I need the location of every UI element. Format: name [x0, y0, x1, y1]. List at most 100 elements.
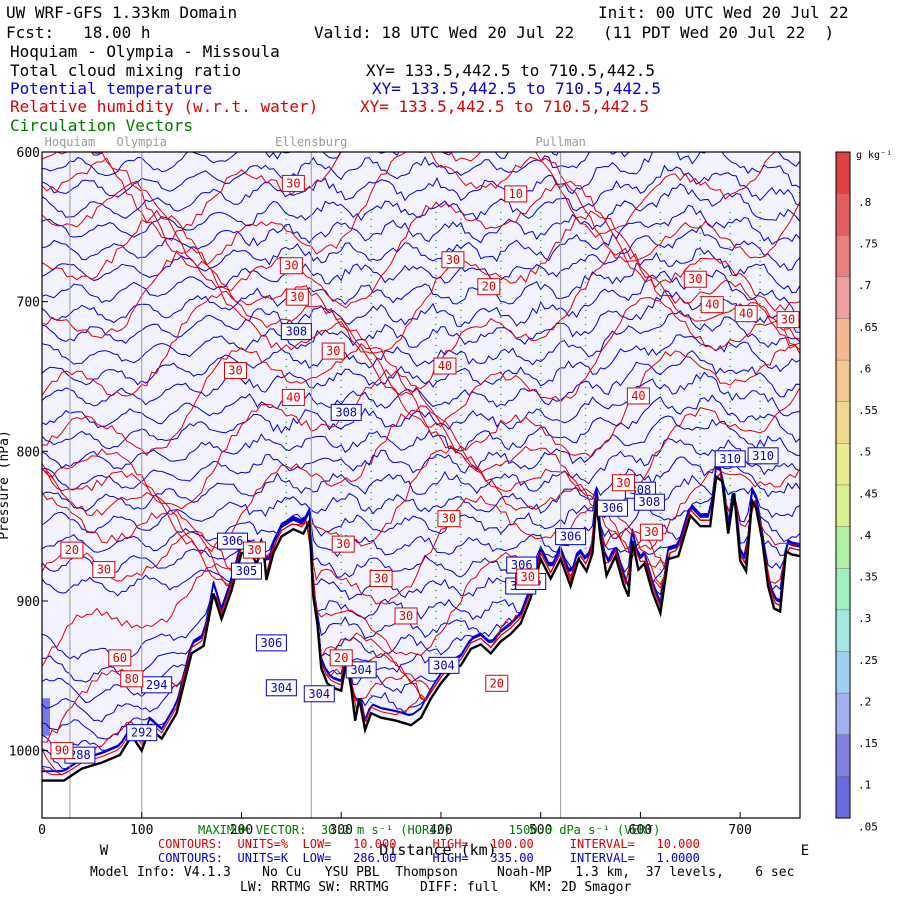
theta-contour-label-text: 306: [602, 501, 624, 515]
x-tick-label: 500: [529, 823, 552, 838]
rh-contour-label-text: 30: [326, 344, 340, 358]
colorbar-tick-label: .8: [858, 196, 871, 209]
x-tick-label: 700: [728, 823, 751, 838]
rh-contour-label-text: 30: [228, 364, 242, 378]
x-tick-label: 400: [429, 823, 452, 838]
y-tick-label: 800: [17, 445, 40, 460]
x-axis-title: Distance (km): [379, 841, 496, 859]
rh-contour-label-text: 40: [438, 359, 452, 373]
rh-contour-label-text: 40: [286, 390, 300, 404]
rh-contour-label: 40: [626, 387, 650, 405]
field-rh-xy: XY= 133.5,442.5 to 710.5,442.5: [360, 97, 649, 116]
rh-contour-label: 30: [281, 174, 305, 192]
model-info: Model Info: V4.1.3 No Cu YSU PBL Thompso…: [90, 865, 795, 880]
colorbar-tick-label: .7: [858, 279, 871, 292]
theta-contour-label-text: 308: [285, 325, 307, 339]
field-circulation-vectors: Circulation Vectors: [10, 116, 194, 135]
y-tick-label: 700: [17, 296, 40, 311]
atmosphere-fill: [42, 152, 800, 781]
rh-contour-label-text: 30: [97, 563, 111, 577]
rh-contour-label-text: 60: [113, 651, 127, 665]
place-label: Ellensburg: [275, 135, 347, 149]
init-time: Init: 00 UTC Wed 20 Jul 22: [598, 3, 849, 22]
theta-isoline: [42, 334, 800, 407]
rh-contour-label-text: 30: [399, 609, 413, 623]
y-axis-title: Pressure (hPa): [0, 430, 12, 540]
rh-contour-label-text: 30: [442, 512, 456, 526]
theta-contour-label: 292: [126, 724, 158, 742]
theta-isoline: [42, 152, 800, 198]
colorbar-tick-label: .1: [858, 779, 871, 792]
rh-contour-label-text: 30: [290, 290, 304, 304]
rh-contour-label-text: 90: [55, 744, 69, 758]
theta-contour-label-text: 306: [222, 534, 244, 548]
theta-contour-label-text: 305: [236, 564, 258, 578]
theta-contour-label-text: 294: [146, 678, 168, 692]
theta-contour-label-text: 304: [271, 681, 293, 695]
west-label: W: [100, 843, 109, 859]
colorbar-segment: [835, 318, 851, 361]
rh-contour-label-text: 40: [705, 298, 719, 312]
max-vector-text: MAXIMUM VECTOR: 30.2 m s⁻¹ (HORIZ) 1500.…: [198, 823, 661, 837]
rh-contour-label: 30: [321, 342, 345, 360]
colorbar-segment: [835, 151, 851, 194]
place-label: Pullman: [535, 135, 586, 149]
x-tick-label: 100: [130, 823, 153, 838]
rh-contour-label: 30: [369, 570, 393, 588]
rh-contour-label: 20: [477, 278, 501, 296]
rh-contour-label: 30: [223, 362, 247, 380]
field-potential-temp: Potential temperature: [10, 79, 213, 98]
theta-contour-label-text: 308: [335, 405, 357, 419]
colorbar-tick-label: .65: [858, 321, 878, 334]
rh-contour-label: 30: [611, 474, 635, 492]
theta-contour-label: 306: [555, 528, 587, 546]
theta-contour-label-text: 310: [719, 452, 741, 466]
rh-isoline: [42, 209, 800, 354]
colorbar-tick-label: .15: [858, 737, 878, 750]
rh-contour-label-text: 30: [520, 570, 534, 584]
rh-isoline: [42, 246, 800, 397]
rh-contour-label: 30: [394, 607, 418, 625]
theta-isoline: [42, 204, 800, 282]
rh-contour-label-text: 30: [374, 572, 388, 586]
rh-contour-info: CONTOURS: UNITS=% LOW= 10.000 HIGH= 100.…: [158, 837, 700, 851]
rh-contour-label: 30: [242, 541, 266, 559]
colorbar-tick-label: .4: [858, 529, 872, 542]
plot-frame: [41, 151, 801, 819]
theta-contour-label: 305: [230, 562, 262, 580]
rh-contour-label: 30: [437, 510, 461, 528]
rh-contour-label-text: 20: [482, 280, 496, 294]
rh-isoline: [42, 368, 800, 510]
theta-contour-label-text: 304: [350, 663, 372, 677]
y-tick-label: 1000: [9, 745, 40, 760]
theta-isoline: [42, 462, 800, 553]
theta-contour-label-text: 306: [261, 636, 283, 650]
rh-contour-label: 30: [639, 523, 663, 541]
theta-contour-label: 306: [255, 634, 287, 652]
theta-isoline: [42, 394, 800, 470]
theta-isoline: [42, 152, 559, 177]
rh-isoline: [42, 292, 800, 428]
rh-contour-label: 30: [279, 257, 303, 275]
rh-contour-label-text: 30: [336, 537, 350, 551]
colorbar-tick-label: .25: [858, 654, 878, 667]
theta-isoline: [42, 224, 800, 304]
colorbar-segment: [835, 484, 851, 527]
cloud-mixing-patch: [42, 698, 50, 736]
rh-contour-label: 40: [734, 305, 758, 323]
theta-contour-label-text: 308: [639, 495, 661, 509]
rh-isoline: [42, 405, 800, 555]
rh-isoline: [42, 342, 800, 458]
colorbar-segment: [835, 401, 851, 444]
theta-contour-label: 304: [345, 661, 377, 679]
colorbar-tick-label: .35: [858, 571, 878, 584]
theta-contour-label: 306: [216, 532, 248, 550]
terrain-profile: [42, 474, 800, 782]
colorbar-tick-label: .55: [858, 404, 878, 417]
rh-contour-label-text: 20: [65, 543, 79, 557]
x-tick-label: 600: [629, 823, 652, 838]
theta-isoline: [42, 152, 800, 219]
theta-contour-label-text: 304: [308, 687, 330, 701]
theta-contour-label-text: 304: [433, 658, 455, 672]
place-label: Olympia: [116, 135, 167, 149]
